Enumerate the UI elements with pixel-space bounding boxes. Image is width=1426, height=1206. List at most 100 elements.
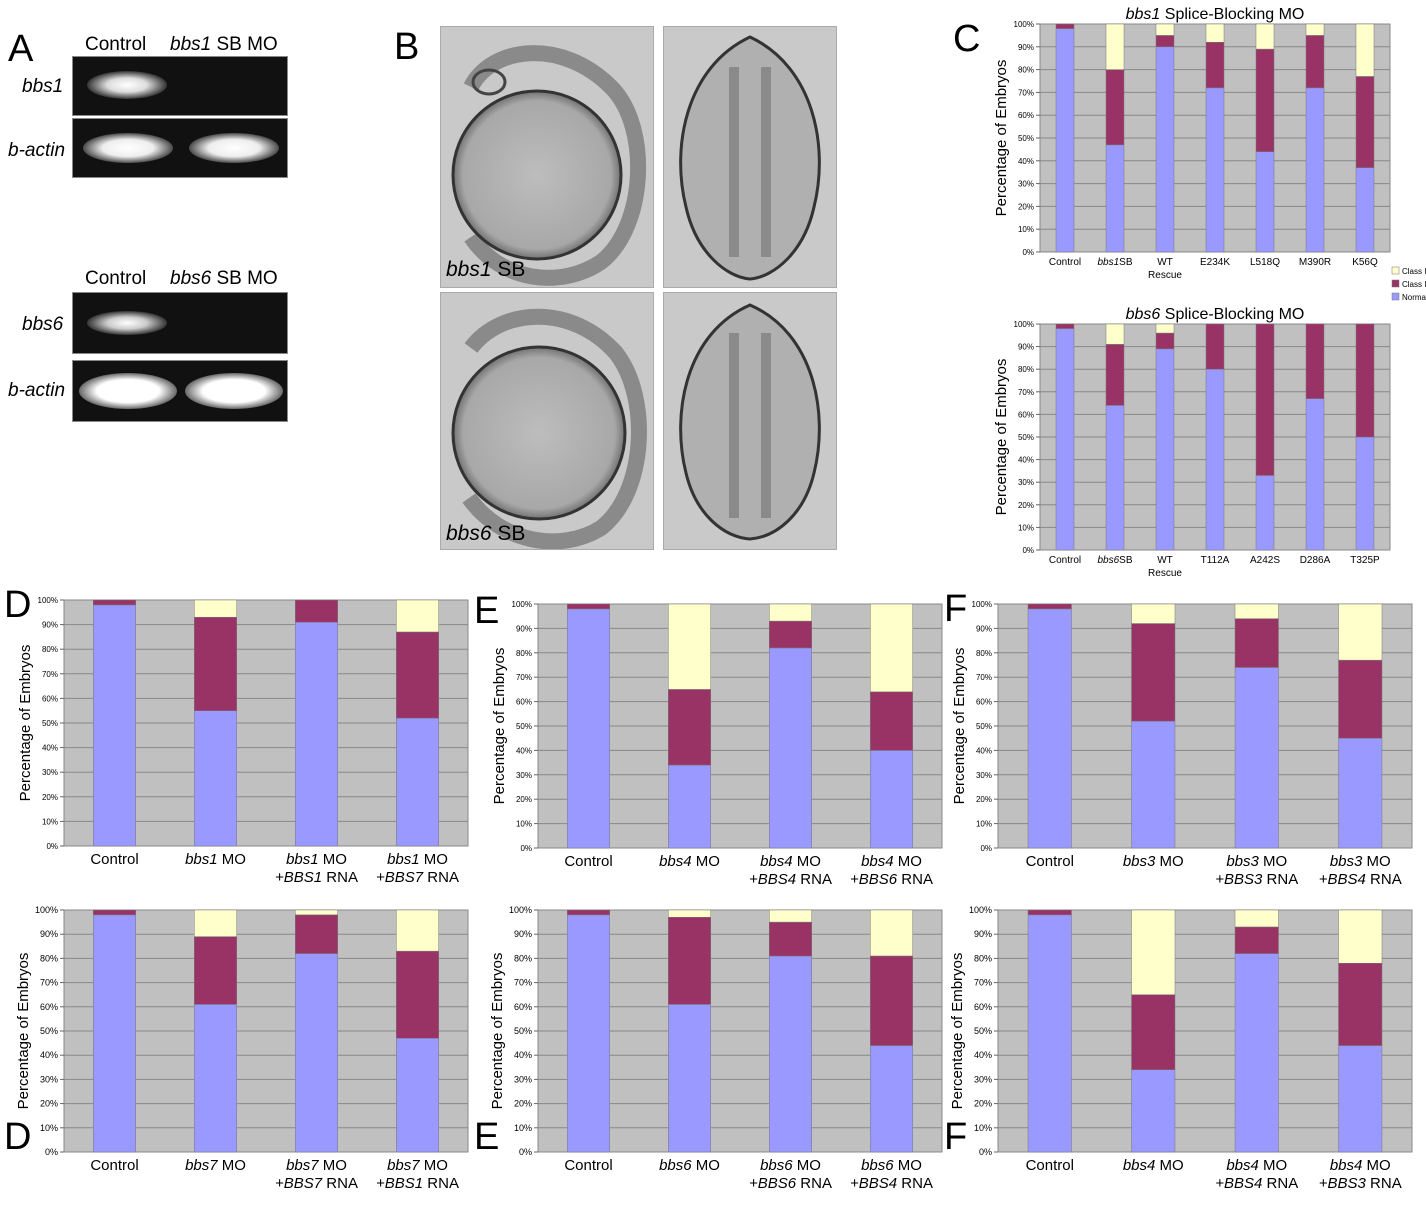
chart-d-top: 0% 10% 20% 30% 40% 50% 60% 70% 80% 90% 100% Percent… [17, 596, 469, 886]
bar-segment-class-i [1055, 323, 1075, 329]
bar-segment-class-i [1355, 323, 1375, 438]
y-tick-label: 20% [42, 793, 58, 802]
bar-segment-normal [1305, 398, 1325, 551]
chart-title: bbs1 Splice-Blocking MO [1126, 6, 1305, 23]
bar-segment-normal [1355, 436, 1375, 551]
y-tick-label: 10% [1018, 225, 1034, 234]
category-label: M390R [1299, 257, 1331, 268]
y-tick-label: 10% [516, 820, 532, 829]
y-tick-label: 60% [516, 698, 532, 707]
bar-segment-class-i [1131, 994, 1176, 1070]
category-label: +BBS3 RNA [1319, 1175, 1402, 1192]
bar-segment-normal [1234, 667, 1279, 849]
category-label: bbs4 MO [861, 853, 922, 870]
bar-segment-normal [1155, 348, 1175, 551]
bar-segment-class-ii [1155, 323, 1175, 334]
category-label: Rescue [1148, 270, 1182, 281]
y-tick-label: 30% [514, 1074, 532, 1084]
y-tick-label: 10% [974, 1123, 992, 1133]
bar-segment-normal [93, 604, 136, 847]
category-label: E234K [1200, 257, 1230, 268]
y-tick-label: 40% [514, 1050, 532, 1060]
bar-segment-class-i [1255, 48, 1275, 152]
y-axis-label: Percentage of Embryos [993, 359, 1010, 516]
y-tick-label: 40% [976, 746, 992, 755]
bar-segment-normal [769, 955, 812, 1153]
y-tick-label: 0% [1022, 248, 1034, 257]
y-tick-label: 50% [1018, 433, 1034, 442]
bar-segment-normal [1338, 1045, 1383, 1153]
y-tick-label: 90% [1018, 343, 1034, 352]
bar-segment-normal [870, 1045, 913, 1153]
y-tick-label: 80% [974, 953, 992, 963]
bar-segment-normal [1105, 144, 1125, 253]
embryo-image-bbs1-lateral [440, 26, 654, 288]
y-tick-label: 0% [46, 842, 58, 851]
bar-segment-normal [1234, 953, 1279, 1153]
bar-segment-normal [1131, 1069, 1176, 1153]
y-tick-label: 80% [1018, 66, 1034, 75]
panel-label-d: D [4, 584, 32, 626]
y-tick-label: 100% [38, 596, 58, 605]
gel2-band-bactin-2 [185, 373, 283, 409]
bar-segment-normal [295, 621, 338, 847]
gel2-band-bactin-1 [79, 373, 177, 409]
bar-segment-normal [1131, 720, 1176, 849]
bar-segment-class-ii [1338, 603, 1383, 661]
y-tick-label: 0% [980, 844, 992, 853]
y-tick-label: 80% [516, 649, 532, 658]
y-tick-label: 50% [976, 722, 992, 731]
bar-segment-normal [396, 1038, 439, 1153]
panel-label-b: B [394, 26, 420, 68]
category-label: bbs6 MO [861, 1157, 922, 1174]
embryo-label-bbs1: bbs1 SB [446, 258, 526, 281]
y-tick-label: 10% [1018, 523, 1034, 532]
y-tick-label: 50% [974, 1026, 992, 1036]
category-label: bbs4 MO [760, 853, 821, 870]
y-tick-label: 60% [42, 694, 58, 703]
bar-segment-normal [194, 1004, 237, 1153]
y-tick-label: 80% [40, 953, 58, 963]
bar-segment-class-i [396, 950, 439, 1039]
category-label: bbs6SB [1097, 555, 1132, 566]
y-tick-label: 0% [979, 1147, 992, 1157]
bar-segment-class-ii [769, 603, 812, 622]
category-label: Control [1026, 1157, 1074, 1174]
y-tick-label: 40% [1018, 157, 1034, 166]
legend-swatch [1391, 292, 1400, 301]
bar-segment-class-i [1027, 603, 1072, 610]
y-axis-label: Percentage of Embryos [949, 953, 966, 1110]
bar-segment-normal [567, 914, 610, 1153]
gel2-header-control: Control [85, 268, 147, 289]
bar-segment-class-i [1055, 23, 1075, 29]
y-tick-label: 50% [40, 1026, 58, 1036]
y-tick-label: 90% [516, 624, 532, 633]
gel1-band-bactin-1 [83, 133, 173, 163]
bar-segment-class-i [295, 914, 338, 954]
bar-segment-class-i [1305, 323, 1325, 399]
gel2-header-mo: bbs6 SB MO [170, 268, 278, 289]
bar-segment-normal [1305, 87, 1325, 253]
category-label: bbs7 MO [286, 1157, 347, 1174]
legend-swatch [1391, 279, 1400, 288]
category-label: Control [90, 1157, 138, 1174]
bar-segment-class-i [567, 603, 610, 610]
bar-segment-class-ii [1155, 23, 1175, 36]
y-tick-label: 80% [42, 645, 58, 654]
y-tick-label: 100% [969, 905, 992, 915]
panel-label-f-bottom: F [944, 1116, 968, 1158]
y-axis-label: Percentage of Embryos [491, 648, 508, 805]
y-tick-label: 30% [40, 1074, 58, 1084]
category-label: bbs4 MO [1330, 1157, 1391, 1174]
y-tick-label: 90% [514, 929, 532, 939]
bar-segment-class-i [194, 616, 237, 711]
bar-segment-class-ii [1305, 23, 1325, 36]
bar-segment-class-ii [1105, 23, 1125, 70]
category-label: +BBS1 RNA [275, 869, 358, 886]
bar-segment-normal [1255, 151, 1275, 253]
y-tick-label: 60% [976, 698, 992, 707]
category-label: bbs7 MO [185, 1157, 246, 1174]
y-tick-label: 60% [974, 1002, 992, 1012]
bar-segment-normal [1355, 167, 1375, 253]
y-axis-label: Percentage of Embryos [15, 953, 32, 1110]
